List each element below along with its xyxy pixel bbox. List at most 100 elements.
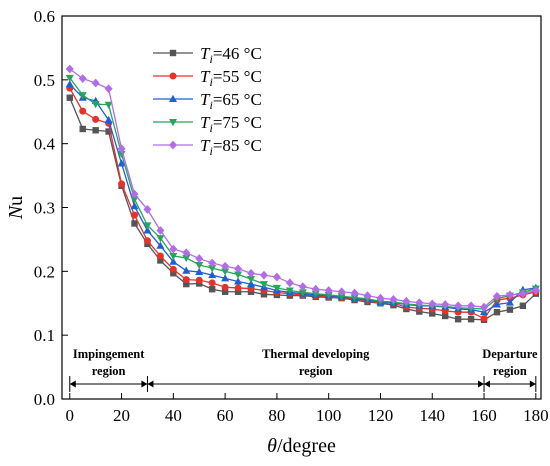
data-point [66,94,73,101]
data-point [247,268,256,278]
data-point [104,115,113,124]
data-point [208,265,217,273]
legend-marker [169,94,177,102]
x-tick-label: 20 [113,406,130,425]
legend-symbol: T [200,90,211,109]
data-point [221,283,229,291]
data-point [117,150,126,159]
region-label-line2: region [299,364,333,378]
x-tick-label: 180 [523,406,549,425]
data-point [156,235,165,243]
series-group [65,64,540,324]
series-line [69,83,536,313]
data-point [402,296,411,306]
data-point [182,276,190,284]
data-point [441,300,450,309]
legend-marker [169,49,177,57]
x-tick-label: 120 [368,406,394,425]
data-point [208,279,216,287]
x-tick-label: 0 [66,406,75,425]
region-arrowhead [484,380,491,388]
data-point [518,289,527,299]
region-annotations: Impingement region Thermal developing regio… [69,347,538,392]
data-point [130,202,139,210]
data-point [311,284,320,294]
region-label-line1: Impingement [73,347,145,361]
data-point [247,275,256,284]
x-tick-label: 80 [268,406,285,425]
legend-subscript: i [209,121,212,135]
data-point [131,220,138,227]
region-label-line2: region [92,364,126,378]
data-point [260,291,268,298]
legend-rest: =75 °C [213,113,262,132]
data-point [467,316,475,323]
region-label-line1: Departure [482,347,538,361]
data-point [182,254,191,263]
x-tick-label: 60 [217,406,234,425]
data-point [247,279,256,288]
region-label-line2: region [493,364,527,378]
x-axis-title-symbol: θ [267,435,277,457]
data-point [183,280,190,288]
data-point [272,284,281,293]
data-point [169,253,178,261]
data-point [143,237,151,245]
data-point [105,128,112,135]
legend-rest: =85 °C [213,136,262,155]
data-point [143,205,152,214]
legend-marker [169,72,177,80]
data-point [92,127,99,134]
data-point [143,222,152,230]
data-point [182,266,191,274]
data-point [234,277,243,285]
data-point [492,291,501,301]
data-point [272,272,281,282]
data-point [117,144,126,154]
data-point [169,244,178,254]
data-point [182,248,191,258]
x-tick-label: 40 [165,406,182,425]
data-point [104,84,113,94]
axes: 0 20 40 60 80 100 120 140 160 180 0.0 0.1 0.2 0.3 0.4 0… [34,7,549,425]
data-point [130,211,138,219]
legend: Ti=46 °CTi=55 °CTi=65 °CTi=75 °CTi=85 °C [153,44,262,158]
legend-symbol: T [200,113,211,132]
legend-label: Ti=65 °C [200,90,262,112]
data-point [157,257,164,264]
legend-label: Ti=75 °C [200,113,262,135]
data-point [221,274,230,282]
data-point [91,78,100,88]
data-point [91,101,100,109]
legend-marker [169,119,177,127]
x-tick-label: 140 [420,406,446,425]
data-point [415,298,424,308]
series-4 [65,64,540,312]
legend-symbol: T [200,67,211,86]
series-line [69,68,536,308]
data-point [531,286,540,295]
data-point [505,290,514,300]
data-point [492,300,501,308]
data-point [208,258,217,268]
legend-subscript: i [209,52,212,66]
data-point [117,159,126,167]
legend-rest: =65 °C [213,90,262,109]
y-axis-title: Nu [5,196,27,220]
data-point [285,278,294,288]
y-tick-label: 0.3 [34,199,55,218]
data-point [442,312,449,320]
data-point [337,287,346,297]
data-point [350,288,359,298]
region-arrowhead [478,380,485,388]
legend-item: Ti=75 °C [153,113,262,135]
data-point [259,281,268,289]
legend-symbol: T [200,44,211,63]
data-point [221,268,230,276]
data-point [195,261,204,270]
legend-rest: =46 °C [213,44,262,63]
legend-marker [169,140,177,150]
data-point [429,310,436,317]
x-tick-label: 160 [471,406,497,425]
data-point [130,189,139,199]
